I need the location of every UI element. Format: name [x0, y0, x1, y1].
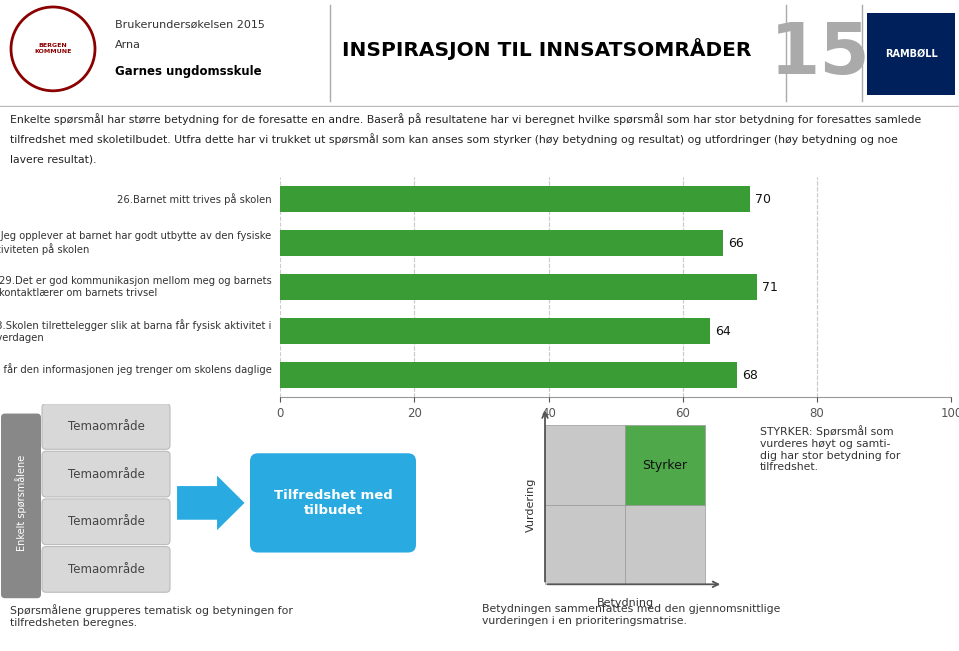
Text: 64: 64	[715, 325, 731, 338]
Text: Arna: Arna	[115, 40, 141, 50]
Text: 31.Jeg får den informasjonen jeg trenger om skolens daglige
drift: 31.Jeg får den informasjonen jeg trenger…	[0, 363, 271, 387]
Text: tilfredshet med skoletilbudet. Utfra dette har vi trukket ut spørsmål som kan an: tilfredshet med skoletilbudet. Utfra det…	[10, 133, 898, 145]
FancyBboxPatch shape	[42, 499, 170, 545]
Text: Temaområde: Temaområde	[67, 420, 145, 433]
Bar	[280, 230, 723, 256]
Bar	[545, 426, 625, 505]
Text: 71: 71	[762, 281, 778, 294]
Text: Tilfredshet med
tilbudet: Tilfredshet med tilbudet	[273, 489, 392, 517]
Text: Betydning: Betydning	[596, 598, 654, 608]
FancyBboxPatch shape	[42, 547, 170, 592]
Text: 15: 15	[770, 20, 871, 89]
Bar	[280, 362, 737, 388]
FancyBboxPatch shape	[42, 404, 170, 449]
FancyArrow shape	[176, 473, 246, 533]
Text: Spørsmålene grupperes tematisk og betyningen for
tilfredsheten beregnes.: Spørsmålene grupperes tematisk og betyni…	[10, 604, 292, 628]
Bar	[545, 505, 625, 585]
Text: BERGEN
KOMMUNE: BERGEN KOMMUNE	[35, 44, 72, 54]
Text: 34.Jeg opplever at barnet har godt utbytte av den fysiske
aktiviteten på skolen: 34.Jeg opplever at barnet har godt utbyt…	[0, 231, 271, 255]
Bar	[280, 274, 757, 300]
Text: Brukerundersøkelsen 2015: Brukerundersøkelsen 2015	[115, 20, 265, 30]
Text: Enkelt spørsmålene: Enkelt spørsmålene	[15, 455, 27, 551]
Bar	[625, 505, 705, 585]
Text: Temaområde: Temaområde	[67, 467, 145, 480]
Text: 70: 70	[756, 193, 771, 206]
Text: 29.Det er god kommunikasjon mellom meg og barnets
kontaktlærer om barnets trivse: 29.Det er god kommunikasjon mellom meg o…	[0, 276, 271, 298]
FancyBboxPatch shape	[1, 413, 41, 598]
Bar	[625, 426, 705, 505]
Text: INSPIRASJON TIL INNSATSOMRÅDER: INSPIRASJON TIL INNSATSOMRÅDER	[342, 38, 751, 60]
Text: RAMBØLL: RAMBØLL	[884, 49, 937, 59]
Text: Enkelte spørsmål har større betydning for de foresatte en andre. Baserå på resul: Enkelte spørsmål har større betydning fo…	[10, 113, 921, 124]
Text: Temaområde: Temaområde	[67, 515, 145, 528]
FancyBboxPatch shape	[250, 453, 416, 553]
Bar	[867, 13, 955, 95]
Text: Styrker: Styrker	[643, 459, 688, 472]
FancyBboxPatch shape	[42, 451, 170, 497]
Text: Betydningen sammenfattes med den gjennomsnittlige
vurderingen i en prioriterings: Betydningen sammenfattes med den gjennom…	[482, 604, 781, 626]
Text: 33.Skolen tilrettelegger slik at barna får fysisk aktivitet i
hverdagen: 33.Skolen tilrettelegger slik at barna f…	[0, 320, 271, 343]
Text: Garnes ungdomsskule: Garnes ungdomsskule	[115, 65, 262, 78]
Text: lavere resultat).: lavere resultat).	[10, 154, 96, 164]
Text: Temaområde: Temaområde	[67, 563, 145, 576]
Bar	[280, 318, 710, 344]
Text: 66: 66	[729, 236, 744, 249]
Text: 26.Barnet mitt trives på skolen: 26.Barnet mitt trives på skolen	[117, 193, 271, 205]
Text: Vurdering: Vurdering	[526, 478, 536, 532]
Bar	[280, 186, 750, 212]
Text: STYRKER: Spørsmål som
vurderes høyt og samti-
dig har stor betydning for
tilfred: STYRKER: Spørsmål som vurderes høyt og s…	[760, 426, 901, 472]
Text: 68: 68	[742, 368, 758, 381]
